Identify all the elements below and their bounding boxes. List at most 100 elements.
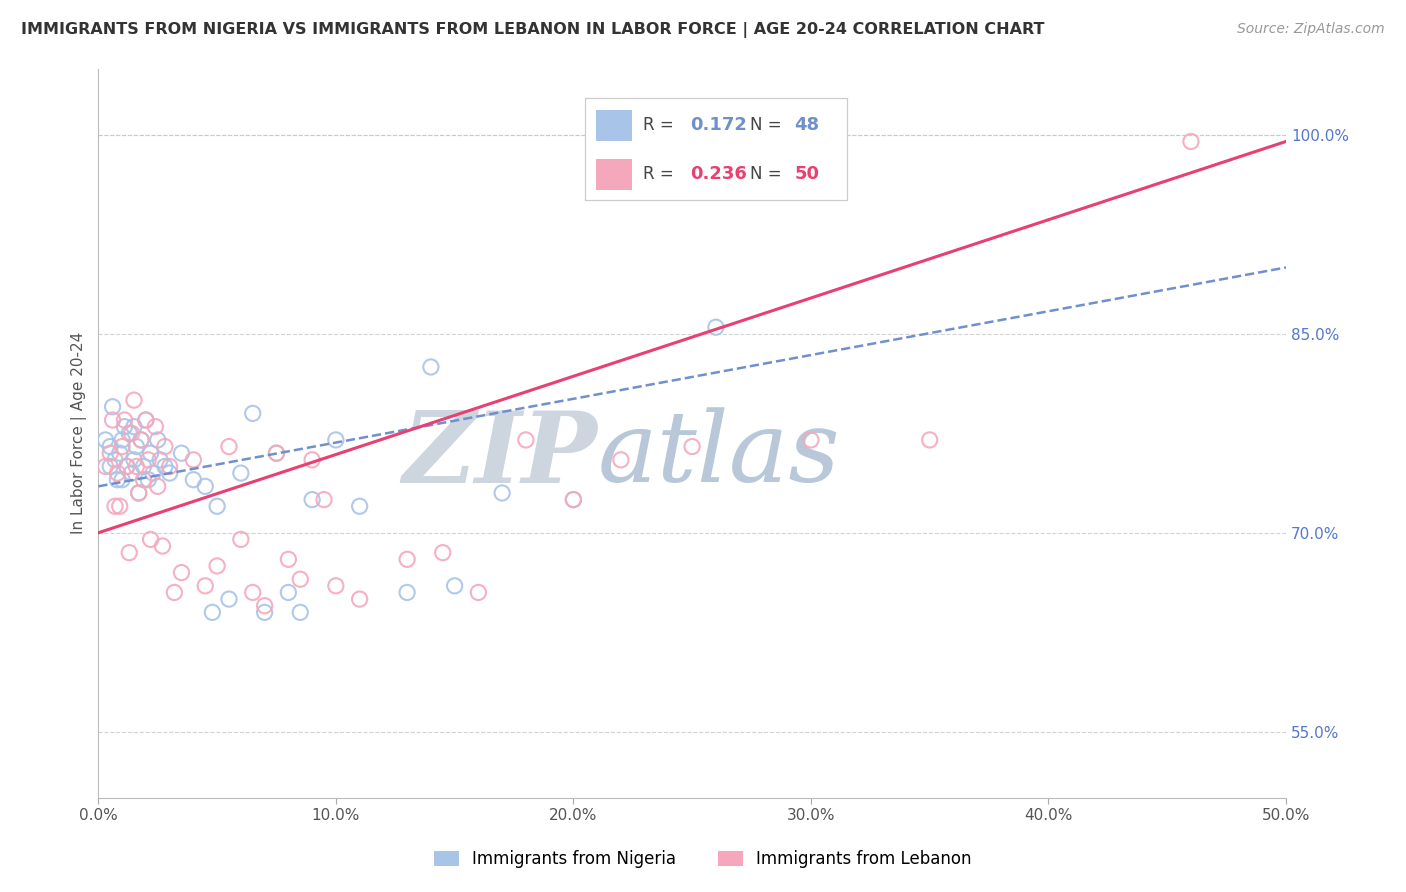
Point <box>136 452 159 467</box>
Point <box>135 413 157 427</box>
Point <box>108 500 131 514</box>
Point <box>129 433 152 447</box>
Point <box>159 459 181 474</box>
Point <box>491 486 513 500</box>
Point <box>194 479 217 493</box>
Point <box>396 552 419 566</box>
Point <box>349 500 371 514</box>
Point <box>349 592 371 607</box>
Point <box>104 452 127 467</box>
Point <box>128 486 150 500</box>
Point <box>128 486 150 500</box>
Point <box>125 459 148 474</box>
Point <box>443 579 465 593</box>
Point <box>159 466 181 480</box>
Point <box>122 393 145 408</box>
Legend: Immigrants from Nigeria, Immigrants from Lebanon: Immigrants from Nigeria, Immigrants from… <box>427 844 979 875</box>
Point <box>800 433 823 447</box>
Point <box>121 426 143 441</box>
Point <box>432 546 454 560</box>
Point <box>135 413 157 427</box>
Point <box>139 446 162 460</box>
Point <box>201 606 224 620</box>
Point <box>98 446 121 460</box>
Text: ZIP: ZIP <box>402 407 598 503</box>
Point <box>94 459 117 474</box>
Point <box>218 440 240 454</box>
Point <box>105 466 128 480</box>
Point <box>118 426 141 441</box>
Point <box>101 413 124 427</box>
Point <box>111 473 134 487</box>
Text: Source: ZipAtlas.com: Source: ZipAtlas.com <box>1237 22 1385 37</box>
Point <box>325 433 347 447</box>
Y-axis label: In Labor Force | Age 20-24: In Labor Force | Age 20-24 <box>72 332 87 534</box>
Point <box>183 452 205 467</box>
Point <box>562 492 585 507</box>
Point <box>142 466 165 480</box>
Point <box>515 433 537 447</box>
Point <box>681 440 703 454</box>
Point <box>170 446 193 460</box>
Point <box>146 433 169 447</box>
Point <box>143 419 166 434</box>
Point <box>610 452 633 467</box>
Point <box>122 419 145 434</box>
Point <box>170 566 193 580</box>
Point <box>277 585 299 599</box>
Point <box>136 473 159 487</box>
Point <box>704 320 727 334</box>
Point <box>98 459 121 474</box>
Point <box>242 585 264 599</box>
Point <box>194 579 217 593</box>
Point <box>183 473 205 487</box>
Text: IMMIGRANTS FROM NIGERIA VS IMMIGRANTS FROM LEBANON IN LABOR FORCE | AGE 20-24 CO: IMMIGRANTS FROM NIGERIA VS IMMIGRANTS FR… <box>21 22 1045 38</box>
Point <box>277 552 299 566</box>
Point <box>149 452 172 467</box>
Point <box>118 546 141 560</box>
Point <box>98 440 121 454</box>
Text: atlas: atlas <box>598 408 839 503</box>
Point <box>918 433 941 447</box>
Point <box>205 500 228 514</box>
Point <box>101 400 124 414</box>
Point <box>163 585 186 599</box>
Point <box>301 452 323 467</box>
Point <box>132 473 155 487</box>
Point <box>1180 135 1202 149</box>
Point <box>139 533 162 547</box>
Point <box>108 446 131 460</box>
Point <box>396 585 419 599</box>
Point <box>132 459 155 474</box>
Point <box>467 585 489 599</box>
Point <box>152 539 174 553</box>
Point <box>111 440 134 454</box>
Point <box>153 440 176 454</box>
Point <box>153 459 176 474</box>
Point <box>114 413 136 427</box>
Point <box>115 459 138 474</box>
Point <box>266 446 288 460</box>
Point <box>290 572 312 586</box>
Point <box>266 446 288 460</box>
Point <box>104 500 127 514</box>
Point <box>229 533 252 547</box>
Point <box>229 466 252 480</box>
Point <box>129 433 152 447</box>
Point <box>301 492 323 507</box>
Point <box>312 492 335 507</box>
Point <box>121 466 143 480</box>
Point <box>253 599 276 613</box>
Point <box>94 433 117 447</box>
Point <box>253 606 276 620</box>
Point <box>111 433 134 447</box>
Point <box>205 558 228 573</box>
Point <box>419 359 441 374</box>
Point <box>562 492 585 507</box>
Point <box>105 473 128 487</box>
Point <box>122 452 145 467</box>
Point <box>125 440 148 454</box>
Point <box>290 606 312 620</box>
Point <box>114 419 136 434</box>
Point <box>218 592 240 607</box>
